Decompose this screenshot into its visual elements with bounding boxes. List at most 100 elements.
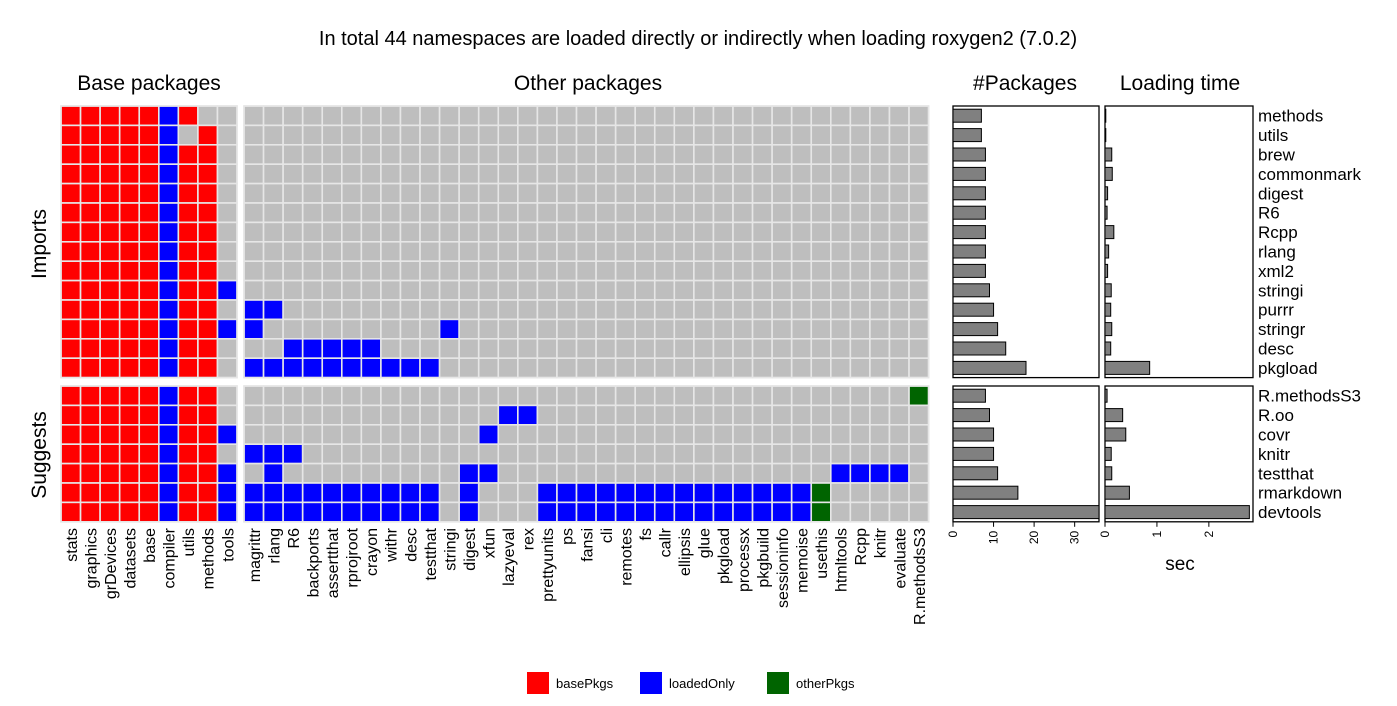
heatmap-cell-digest-ellipsis-none [673, 182, 695, 204]
heatmap-cell-rlang-tools-none [216, 241, 238, 263]
heatmap-cell-utils-pkgload-none [712, 124, 734, 146]
heatmap-cell-stringi-utils-basePkgs [177, 279, 199, 301]
heatmap-cell-stringr-digest-none [458, 318, 480, 340]
heatmap-cell-utils-fs-none [634, 124, 656, 146]
heatmap-cell-digest-glue-none [693, 182, 715, 204]
heatmap-cell-rlang-stats-basePkgs [60, 241, 82, 263]
column-label-crayon: crayon [364, 528, 381, 576]
heatmap-cell-rmarkdown-testthat-loadedOnly [419, 482, 441, 504]
heatmap-cell-digest-memoise-none [790, 182, 813, 204]
heatmap-cell-stringr-backports-none [301, 318, 324, 340]
heatmap-cell-r-methodss3-r6-none [282, 385, 304, 407]
heatmap-cell-stringi-remotes-none [614, 279, 637, 301]
heatmap-cell-methods-htmltools-none [829, 105, 852, 127]
heatmap-cell-digest-digest-none [458, 182, 480, 204]
heatmap-cell-rlang-methods-basePkgs [197, 241, 219, 263]
heatmap-cell-r-oo-pkgload-none [712, 404, 734, 426]
bar-packages-knitr [952, 446, 995, 461]
heatmap-cell-devtools-stringi-none [438, 501, 460, 523]
heatmap-cell-stringi-rcpp-none [849, 279, 871, 301]
heatmap-cell-rmarkdown-graphics-basePkgs [79, 482, 101, 504]
heatmap-cell-stringi-fansi-none [575, 279, 597, 301]
row-label-pkgload: pkgload [1258, 359, 1318, 378]
heatmap-cell-r-oo-graphics-basePkgs [79, 404, 101, 426]
heatmap-cell-rcpp-rlang-none [262, 221, 284, 243]
heatmap-cell-r-oo-assertthat-none [321, 404, 343, 426]
heatmap-cell-testthat-ps-none [556, 462, 578, 484]
heatmap-cell-commonmark-evaluate-none [888, 163, 910, 185]
heatmap-cell-purrr-magrittr-loadedOnly [243, 299, 265, 321]
heatmap-cell-rmarkdown-sessioninfo-loadedOnly [771, 482, 793, 504]
heatmap-cell-brew-assertthat-none [321, 144, 343, 166]
heatmap-cell-methods-xfun-none [477, 105, 500, 127]
heatmap-cell-brew-usethis-none [810, 144, 832, 166]
heatmap-cell-r6-compiler-loadedOnly [158, 202, 180, 224]
bar-time-utils [1104, 128, 1107, 143]
heatmap-cell-digest-callr-none [653, 182, 676, 204]
heatmap-cell-methods-rprojroot-none [340, 105, 363, 127]
heatmap-cell-r-methodss3-processx-none [732, 385, 754, 407]
heatmap-cell-covr-pkgload-none [712, 423, 734, 445]
heatmap-cell-commonmark-desc-none [399, 163, 421, 185]
column-label-r-methodss3: R.methodsS3 [912, 528, 929, 625]
row-label-purrr: purrr [1258, 301, 1294, 320]
heatmap-cell-rlang-prettyunits-none [536, 241, 558, 263]
heatmap-cell-r6-glue-none [693, 202, 715, 224]
heatmap-cell-commonmark-processx-none [732, 163, 754, 185]
heatmap-cell-covr-callr-none [653, 423, 676, 445]
column-label-withr: withr [384, 527, 401, 562]
heatmap-cell-digest-prettyunits-none [536, 182, 558, 204]
heatmap-cell-r6-magrittr-none [243, 202, 265, 224]
heatmap-cell-rcpp-r6-none [282, 221, 304, 243]
heatmap-cell-methods-remotes-none [614, 105, 637, 127]
heatmap-cell-methods-r6-none [282, 105, 304, 127]
heatmap-cell-rcpp-rex-none [517, 221, 539, 243]
column-label-xfun: xfun [482, 528, 499, 558]
heatmap-cell-r-oo-xfun-none [477, 404, 500, 426]
heatmap-cell-rcpp-htmltools-none [829, 221, 852, 243]
heatmap-cell-pkgload-grdevices-basePkgs [99, 357, 121, 379]
heatmap-cell-digest-fs-none [634, 182, 656, 204]
heatmap-cell-testthat-usethis-none [810, 462, 832, 484]
heatmap-cell-stringr-cli-none [595, 318, 617, 340]
heatmap-cell-rmarkdown-glue-loadedOnly [693, 482, 715, 504]
heatmap-cell-xml2-glue-none [693, 260, 715, 282]
heatmap-cell-rmarkdown-grdevices-basePkgs [99, 482, 121, 504]
bar-packages-stringi [952, 283, 990, 298]
heatmap-cell-stringr-memoise-none [790, 318, 813, 340]
heatmap-cell-knitr-digest-none [458, 443, 480, 465]
heatmap-cell-devtools-remotes-loadedOnly [614, 501, 637, 523]
heatmap-cell-knitr-tools-none [216, 443, 238, 465]
heatmap-cell-brew-processx-none [732, 144, 754, 166]
heatmap-cell-rmarkdown-r-methodss3-none [908, 482, 930, 504]
heatmap-cell-desc-pkgbuild-none [751, 337, 773, 359]
heatmap-cell-r-methodss3-rlang-none [262, 385, 284, 407]
heatmap-cell-desc-compiler-loadedOnly [158, 337, 180, 359]
heatmap-cell-r-oo-rcpp-none [849, 404, 871, 426]
heatmap-cell-r6-r6-none [282, 202, 304, 224]
heatmap-cell-methods-glue-none [693, 105, 715, 127]
heatmap-cell-pkgload-compiler-loadedOnly [158, 357, 180, 379]
heatmap-cell-knitr-testthat-none [419, 443, 441, 465]
heatmap-cell-r-methodss3-xfun-none [477, 385, 500, 407]
heatmap-cell-pkgload-callr-none [653, 357, 676, 379]
heatmap-cell-knitr-r6-loadedOnly [282, 443, 304, 465]
heatmap-cell-stringr-graphics-basePkgs [79, 318, 101, 340]
heatmap-cell-commonmark-usethis-none [810, 163, 832, 185]
heatmap-panel-border [60, 105, 238, 379]
heatmap-cell-stringr-withr-none [380, 318, 402, 340]
heatmap-cell-covr-r6-none [282, 423, 304, 445]
heatmap-cell-stringr-testthat-none [419, 318, 441, 340]
heatmap-cell-pkgload-withr-loadedOnly [380, 357, 402, 379]
heatmap-cell-purrr-remotes-none [614, 299, 637, 321]
heatmap-cell-desc-htmltools-none [829, 337, 852, 359]
column-label-rcpp: Rcpp [853, 528, 870, 565]
heatmap-cell-methods-backports-none [301, 105, 324, 127]
heatmap-cell-knitr-knitr-none [869, 443, 891, 465]
heatmap-cell-digest-withr-none [380, 182, 402, 204]
heatmap-cell-stringr-fs-none [634, 318, 656, 340]
heatmap-cell-devtools-knitr-none [869, 501, 891, 523]
heatmap-cell-stringi-pkgbuild-none [751, 279, 773, 301]
heatmap-cell-r6-backports-none [301, 202, 324, 224]
heatmap-cell-knitr-usethis-none [810, 443, 832, 465]
